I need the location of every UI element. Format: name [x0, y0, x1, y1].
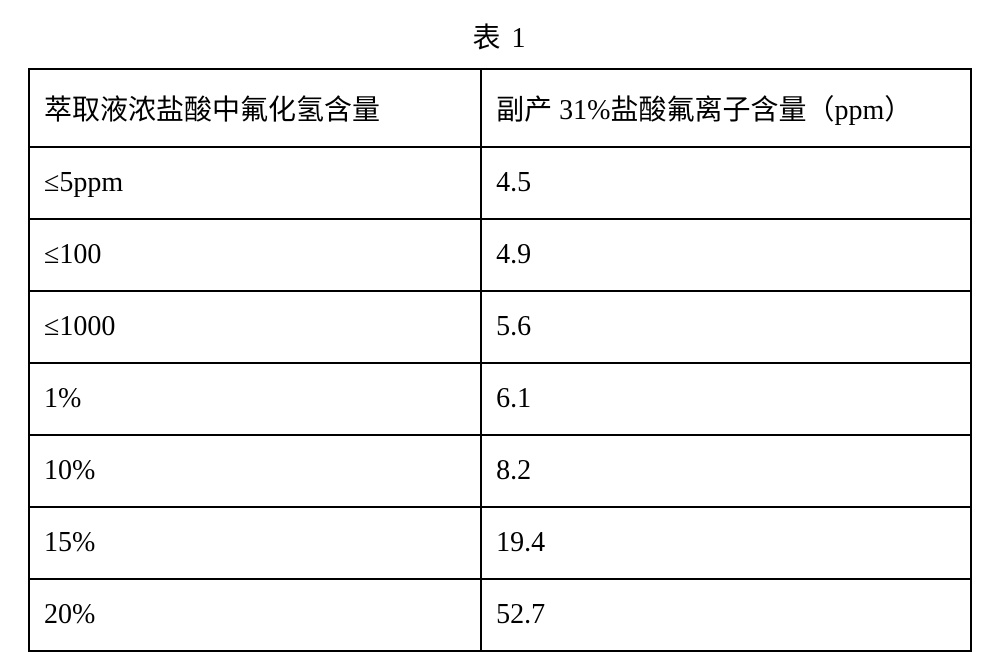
table-row: 20% 52.7 [29, 579, 971, 651]
cell: ≤1000 [29, 291, 481, 363]
table-header-row: 萃取液浓盐酸中氟化氢含量 副产 31%盐酸氟离子含量（ppm） [29, 69, 971, 147]
cell: 19.4 [481, 507, 971, 579]
table-row: 15% 19.4 [29, 507, 971, 579]
cell: 20% [29, 579, 481, 651]
table-row: ≤1000 5.6 [29, 291, 971, 363]
cell: 10% [29, 435, 481, 507]
col-header-1: 萃取液浓盐酸中氟化氢含量 [29, 69, 481, 147]
cell: 5.6 [481, 291, 971, 363]
table-row: 10% 8.2 [29, 435, 971, 507]
cell: 52.7 [481, 579, 971, 651]
cell: 15% [29, 507, 481, 579]
table-row: 1% 6.1 [29, 363, 971, 435]
data-table: 萃取液浓盐酸中氟化氢含量 副产 31%盐酸氟离子含量（ppm） ≤5ppm 4.… [28, 68, 972, 652]
cell: 4.9 [481, 219, 971, 291]
table-row: ≤5ppm 4.5 [29, 147, 971, 219]
cell: 8.2 [481, 435, 971, 507]
table-row: ≤100 4.9 [29, 219, 971, 291]
cell: ≤5ppm [29, 147, 481, 219]
table-title: 表 1 [472, 16, 527, 56]
cell: 4.5 [481, 147, 971, 219]
cell: ≤100 [29, 219, 481, 291]
cell: 6.1 [481, 363, 971, 435]
col-header-2: 副产 31%盐酸氟离子含量（ppm） [481, 69, 971, 147]
cell: 1% [29, 363, 481, 435]
